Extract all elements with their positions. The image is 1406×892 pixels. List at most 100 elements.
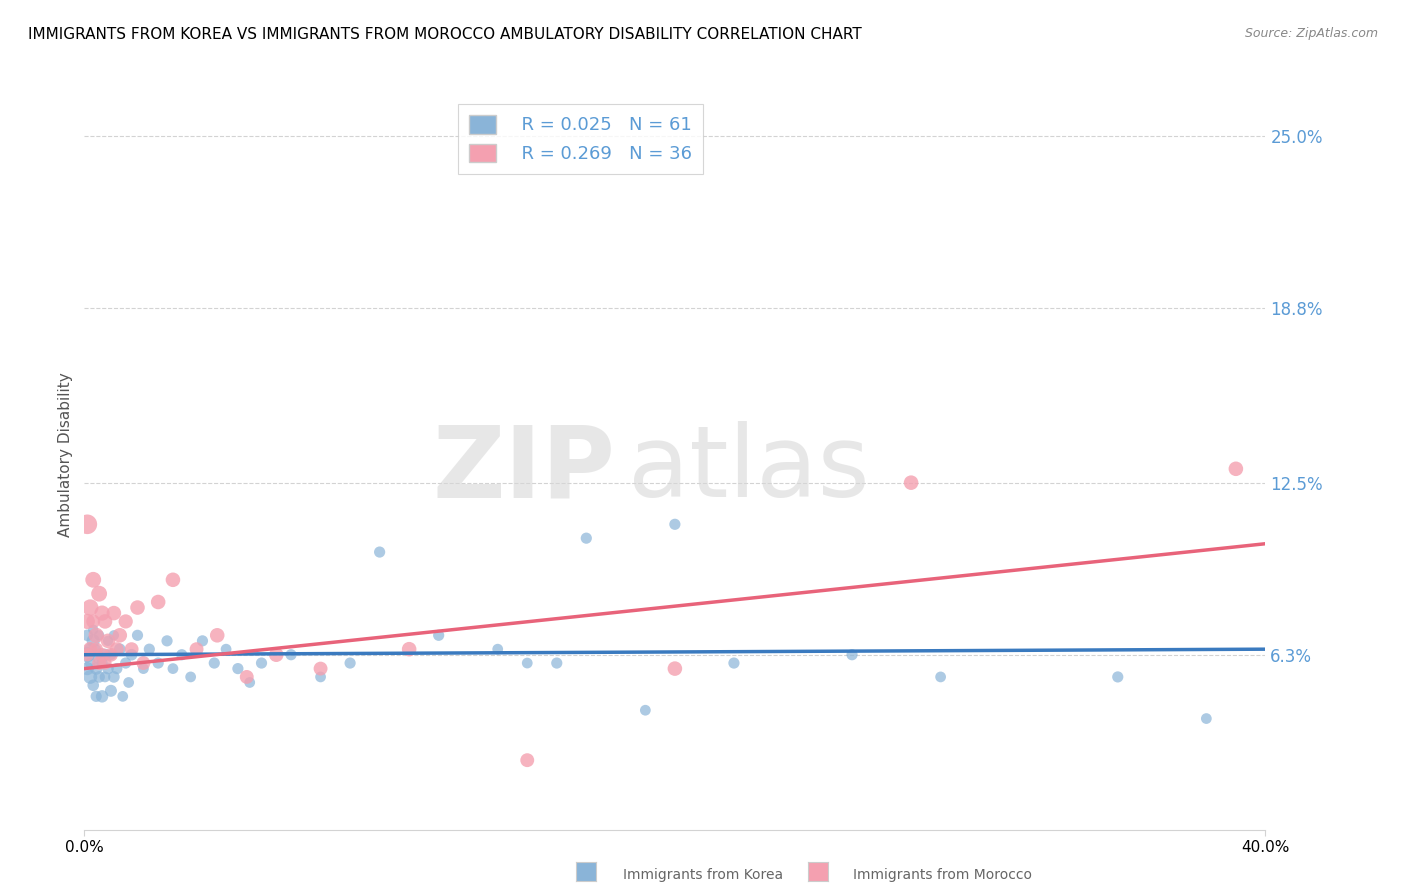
Point <box>82 573 104 587</box>
Text: atlas: atlas <box>627 421 869 518</box>
Point <box>91 690 114 704</box>
Point <box>162 573 184 587</box>
Y-axis label: Ambulatory Disability: Ambulatory Disability <box>58 373 73 537</box>
Point <box>105 642 128 657</box>
Point <box>486 642 509 657</box>
Point <box>132 656 155 670</box>
Point <box>1107 670 1129 684</box>
Point <box>900 475 922 490</box>
Point <box>82 623 104 637</box>
Point <box>929 670 952 684</box>
Point <box>94 615 117 629</box>
Point <box>79 670 101 684</box>
Point <box>79 642 101 657</box>
Point <box>94 656 117 670</box>
Point <box>280 648 302 662</box>
Point <box>723 656 745 670</box>
Point <box>841 648 863 662</box>
Point <box>236 670 259 684</box>
Point <box>207 628 229 642</box>
Text: Immigrants from Morocco: Immigrants from Morocco <box>852 868 1032 881</box>
Point <box>226 662 249 676</box>
Point <box>91 656 114 670</box>
Point <box>79 642 101 657</box>
Point <box>114 615 136 629</box>
Point <box>84 642 107 657</box>
Text: IMMIGRANTS FROM KOREA VS IMMIGRANTS FROM MOROCCO AMBULATORY DISABILITY CORRELATI: IMMIGRANTS FROM KOREA VS IMMIGRANTS FROM… <box>28 27 862 42</box>
Point <box>516 656 538 670</box>
Text: Immigrants from Korea: Immigrants from Korea <box>623 868 783 881</box>
Point <box>266 648 288 662</box>
Point <box>118 675 141 690</box>
Point <box>76 662 98 676</box>
Point <box>76 648 98 662</box>
Point <box>100 648 122 662</box>
Point <box>1225 462 1247 476</box>
Point <box>87 650 111 665</box>
Point <box>87 670 111 684</box>
Point <box>87 628 111 642</box>
Point <box>79 600 101 615</box>
Point <box>121 642 143 657</box>
Point <box>127 600 149 615</box>
Point <box>108 642 131 657</box>
Point <box>339 656 361 670</box>
Point <box>84 628 107 642</box>
Point <box>76 517 98 532</box>
Point <box>664 517 686 532</box>
Point <box>108 628 131 642</box>
Point <box>87 656 111 670</box>
Point <box>97 633 120 648</box>
Point <box>82 633 104 648</box>
Point <box>114 656 136 670</box>
Point <box>516 753 538 767</box>
Point <box>368 545 391 559</box>
Point <box>664 662 686 676</box>
Point <box>427 628 450 642</box>
Point <box>191 633 214 648</box>
Point <box>156 633 179 648</box>
Point <box>84 642 107 657</box>
Point <box>121 648 143 662</box>
Point <box>138 642 160 657</box>
Point <box>1195 712 1218 726</box>
Point <box>148 595 170 609</box>
Point <box>180 670 202 684</box>
Point <box>309 662 332 676</box>
Point <box>91 648 114 662</box>
Point <box>186 642 208 657</box>
Point <box>84 662 107 676</box>
Point <box>94 648 117 662</box>
Point <box>162 662 184 676</box>
Text: ZIP: ZIP <box>433 421 616 518</box>
Point <box>575 531 598 545</box>
Point <box>250 656 273 670</box>
Point <box>111 690 134 704</box>
Point <box>76 648 98 662</box>
Point <box>100 683 122 698</box>
Point <box>309 670 332 684</box>
Point <box>170 648 193 662</box>
Point <box>76 615 98 629</box>
Point <box>215 642 238 657</box>
Point <box>132 662 155 676</box>
Point <box>97 633 120 648</box>
Point <box>398 642 420 657</box>
Legend:   R = 0.025   N = 61,   R = 0.269   N = 36: R = 0.025 N = 61, R = 0.269 N = 36 <box>458 104 703 174</box>
Point <box>239 675 262 690</box>
Point <box>100 648 122 662</box>
Point <box>87 587 111 601</box>
Point <box>97 662 120 676</box>
Point <box>82 678 104 692</box>
Point <box>82 615 104 629</box>
Point <box>103 606 125 620</box>
Point <box>79 656 101 670</box>
Point <box>91 606 114 620</box>
Point <box>76 628 98 642</box>
Point <box>94 670 117 684</box>
Point <box>103 670 125 684</box>
Point <box>148 656 170 670</box>
Point <box>634 703 657 717</box>
Point <box>202 656 225 670</box>
Text: Source: ZipAtlas.com: Source: ZipAtlas.com <box>1244 27 1378 40</box>
